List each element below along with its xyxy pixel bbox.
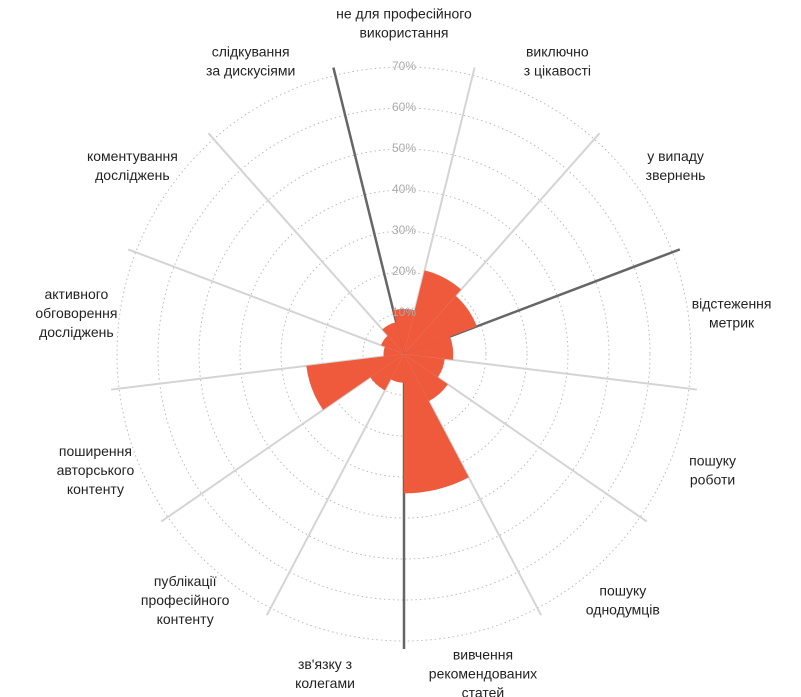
category-line: зв'язку з: [298, 656, 352, 672]
spoke: [332, 67, 406, 355]
grid-ring: [157, 107, 651, 601]
tick-label: 10%: [392, 305, 416, 319]
wedge: [404, 295, 477, 354]
category-label: активного обговорення досліджень: [35, 286, 117, 340]
tick-label: 40%: [392, 182, 416, 196]
category-label: вивчення рекомендованих статей: [429, 646, 537, 697]
category-line: відстеження: [692, 295, 772, 311]
category-line: пошуку: [689, 452, 736, 468]
category-line: активного: [44, 286, 108, 302]
category-line: поширення: [59, 443, 132, 459]
category-label: у випаду звернень: [646, 148, 706, 183]
wedge: [370, 354, 404, 391]
wedge: [404, 336, 454, 360]
category-line: пошуку: [599, 582, 646, 598]
tick-label: 70%: [392, 59, 416, 73]
category-line: за дискусіями: [206, 62, 295, 78]
tick-label: 20%: [392, 264, 416, 278]
category-line: використання: [359, 24, 448, 40]
category-label: коментування досліджень: [87, 148, 178, 183]
category-line: виключно: [526, 43, 589, 59]
category-line: не для професійного: [336, 5, 472, 21]
spoke: [127, 248, 405, 355]
wedge: [380, 335, 404, 354]
category-line: у випаду: [647, 148, 704, 164]
wedge: [404, 354, 448, 402]
category-label: поширення авторського контенту: [57, 443, 135, 497]
wedge: [404, 354, 445, 378]
tick-label: 30%: [392, 223, 416, 237]
category-line: професійного: [141, 592, 230, 608]
wedge: [382, 322, 404, 354]
category-line: з цікавості: [524, 62, 591, 78]
category-line: обговорення: [35, 305, 117, 321]
tick-label: 60%: [392, 100, 416, 114]
category-line: рекомендованих: [429, 665, 537, 681]
category-line: статей: [462, 684, 505, 697]
spoke: [207, 132, 405, 355]
category-line: вивчення: [453, 646, 513, 662]
wedge: [390, 354, 404, 383]
category-label: пошуку однодумців: [586, 582, 660, 617]
category-label: слідкування за дискусіями: [206, 43, 295, 78]
wedge: [306, 354, 404, 410]
category-line: колегами: [295, 675, 355, 691]
category-line: коментування: [87, 148, 178, 164]
category-label: не для професійного використання: [336, 5, 472, 40]
category-line: однодумців: [586, 601, 660, 617]
category-line: метрик: [709, 314, 755, 330]
wedge: [404, 354, 469, 494]
category-line: слідкування: [212, 43, 290, 59]
category-line: звернень: [646, 167, 706, 183]
category-line: публікації: [154, 573, 217, 589]
category-label: пошуку роботи: [689, 452, 736, 487]
category-label: відстеження метрик: [692, 295, 772, 330]
grid-ring: [198, 148, 610, 560]
wedge: [393, 308, 415, 354]
category-line: авторського: [57, 462, 135, 478]
category-line: досліджень: [95, 167, 170, 183]
category-label: зв'язку з колегами: [295, 656, 355, 691]
wedge: [404, 270, 462, 354]
spoke: [266, 353, 405, 616]
tick-label: 50%: [392, 141, 416, 155]
grid-ring: [321, 271, 487, 437]
wedge: [383, 346, 404, 357]
grid-ring: [280, 230, 528, 478]
category-line: контенту: [67, 481, 124, 497]
category-label: публікації професійного контенту: [141, 573, 230, 627]
category-label: виключно з цікавості: [524, 43, 591, 78]
category-line: досліджень: [39, 324, 114, 340]
spoke: [403, 353, 648, 523]
category-line: роботи: [690, 471, 735, 487]
category-line: контенту: [157, 611, 214, 627]
